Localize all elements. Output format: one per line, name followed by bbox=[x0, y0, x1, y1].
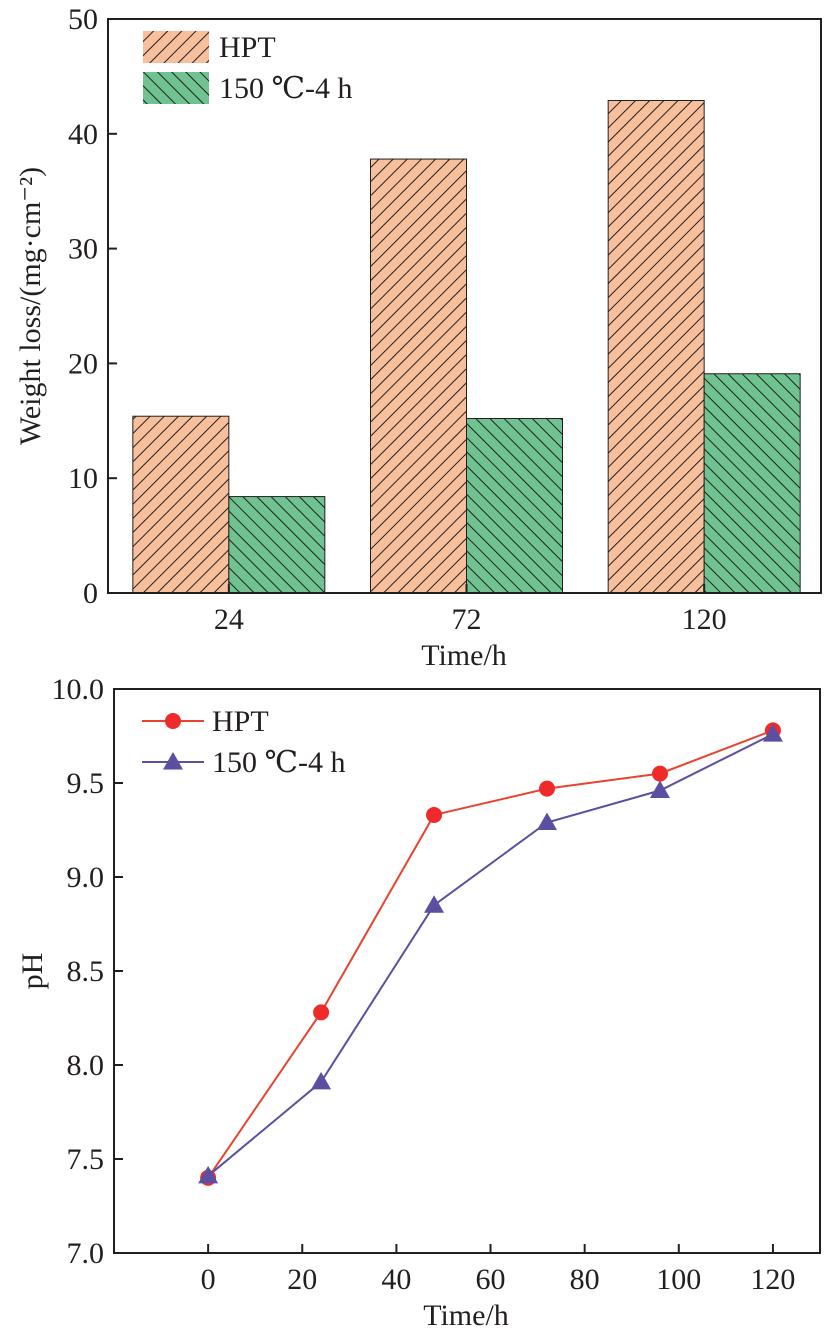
bar-hpt-24 bbox=[132, 415, 230, 594]
bar-y-tick-label: 30 bbox=[68, 233, 98, 266]
line-legend: HPT 150 ℃-4 h bbox=[142, 705, 346, 779]
bar-x-axis-title: Time/h bbox=[421, 639, 507, 672]
line-x-axis-title: Time/h bbox=[423, 1299, 509, 1332]
weight-loss-bar-chart: 0 10 20 30 40 50 24 72 120 Time/h Weight loss/(… bbox=[14, 3, 822, 672]
bar-legend-label-hpt: HPT bbox=[219, 31, 276, 64]
bar-heat-120 bbox=[703, 373, 801, 594]
line-legend-label-heat: 150 ℃-4 h bbox=[212, 746, 346, 779]
line-legend-marker-hpt bbox=[165, 713, 181, 729]
line-y-tick-label: 7.0 bbox=[67, 1237, 105, 1270]
bar-hpt-72 bbox=[370, 158, 467, 594]
bar-x-axis: 24 72 120 bbox=[214, 584, 727, 636]
line-series-group bbox=[198, 722, 783, 1186]
bar-heat-72 bbox=[466, 418, 563, 594]
line-point-hpt-24 bbox=[313, 1004, 330, 1021]
bar-hpt-120 bbox=[607, 100, 705, 594]
line-x-tick-label: 60 bbox=[476, 1263, 506, 1296]
line-point-hpt-72 bbox=[539, 780, 556, 797]
bar-legend: HPT 150 ℃-4 h bbox=[143, 31, 353, 105]
line-x-tick-label: 40 bbox=[381, 1263, 411, 1296]
line-point-heat-0 bbox=[198, 1165, 219, 1184]
ph-line-chart: 7.0 7.5 8.0 8.5 9.0 9.5 10.0 0 20 40 60 80 100 120 T… bbox=[16, 673, 821, 1332]
line-point-hpt-48 bbox=[426, 806, 443, 823]
line-y-tick-label: 9.5 bbox=[67, 767, 105, 800]
line-x-tick-label: 120 bbox=[750, 1263, 795, 1296]
bar-x-tick-label: 120 bbox=[682, 603, 727, 636]
line-x-axis: 0 20 40 60 80 100 120 bbox=[201, 1244, 795, 1296]
line-path-hpt bbox=[207, 729, 774, 1179]
line-y-axis: 7.0 7.5 8.0 8.5 9.0 9.5 10.0 bbox=[52, 673, 123, 1270]
line-x-tick-label: 0 bbox=[201, 1263, 216, 1296]
bar-series-group bbox=[132, 100, 801, 594]
bar-y-tick-label: 10 bbox=[68, 462, 98, 495]
line-x-tick-label: 20 bbox=[287, 1263, 317, 1296]
line-y-tick-label: 8.5 bbox=[67, 955, 105, 988]
line-path-heat bbox=[207, 733, 774, 1177]
bar-y-tick-label: 40 bbox=[68, 118, 98, 151]
line-legend-marker-heat bbox=[163, 752, 183, 770]
bar-plot-frame bbox=[107, 18, 822, 594]
line-point-heat-96 bbox=[649, 780, 670, 799]
bar-y-tick-label: 50 bbox=[68, 3, 98, 36]
line-y-tick-label: 7.5 bbox=[67, 1143, 105, 1176]
bar-y-axis-title: Weight loss/(mg·cm⁻²) bbox=[14, 167, 47, 445]
bar-y-tick-label: 0 bbox=[83, 577, 98, 610]
bar-legend-swatch-heat bbox=[143, 72, 209, 104]
line-point-heat-72 bbox=[537, 812, 558, 830]
bar-y-tick-label: 20 bbox=[68, 347, 98, 380]
line-series-hpt bbox=[200, 722, 781, 1186]
bar-legend-swatch-hpt bbox=[143, 31, 209, 63]
line-point-heat-48 bbox=[424, 895, 445, 913]
line-series-heat bbox=[198, 724, 783, 1184]
bar-heat-24 bbox=[228, 496, 326, 594]
line-point-hpt-96 bbox=[651, 765, 668, 782]
line-y-tick-label: 8.0 bbox=[67, 1049, 105, 1082]
line-y-tick-label: 9.0 bbox=[67, 861, 105, 894]
bar-x-tick-label: 72 bbox=[452, 603, 482, 636]
line-x-tick-label: 100 bbox=[656, 1263, 701, 1296]
line-y-tick-label: 10.0 bbox=[52, 673, 105, 706]
line-x-tick-label: 80 bbox=[570, 1263, 600, 1296]
line-legend-label-hpt: HPT bbox=[212, 705, 269, 738]
bar-x-tick-label: 24 bbox=[214, 603, 244, 636]
line-point-heat-120 bbox=[762, 724, 783, 742]
bar-legend-label-heat: 150 ℃-4 h bbox=[219, 72, 353, 105]
line-y-axis-title: pH bbox=[16, 953, 49, 990]
bar-y-axis: 0 10 20 30 40 50 bbox=[68, 3, 117, 610]
line-point-heat-24 bbox=[311, 1071, 332, 1090]
